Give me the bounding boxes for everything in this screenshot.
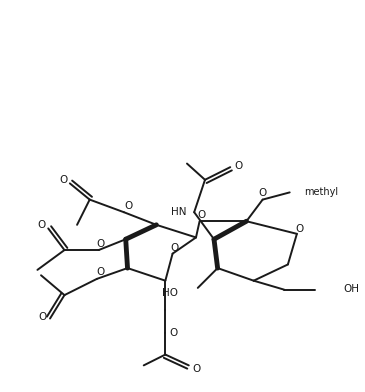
Text: O: O xyxy=(96,239,105,249)
Text: O: O xyxy=(193,364,201,374)
Text: O: O xyxy=(295,224,304,234)
Text: O: O xyxy=(258,188,267,198)
Text: O: O xyxy=(38,312,46,322)
Text: O: O xyxy=(59,175,68,185)
Text: O: O xyxy=(124,201,132,211)
Text: HN: HN xyxy=(172,207,187,217)
Text: OH: OH xyxy=(344,284,360,294)
Text: O: O xyxy=(234,162,242,171)
Text: O: O xyxy=(197,210,205,220)
Text: methyl: methyl xyxy=(304,187,338,197)
Text: O: O xyxy=(37,220,45,230)
Text: O: O xyxy=(169,328,177,338)
Text: O: O xyxy=(96,267,105,278)
Text: HO: HO xyxy=(162,288,178,298)
Text: O: O xyxy=(170,243,178,253)
